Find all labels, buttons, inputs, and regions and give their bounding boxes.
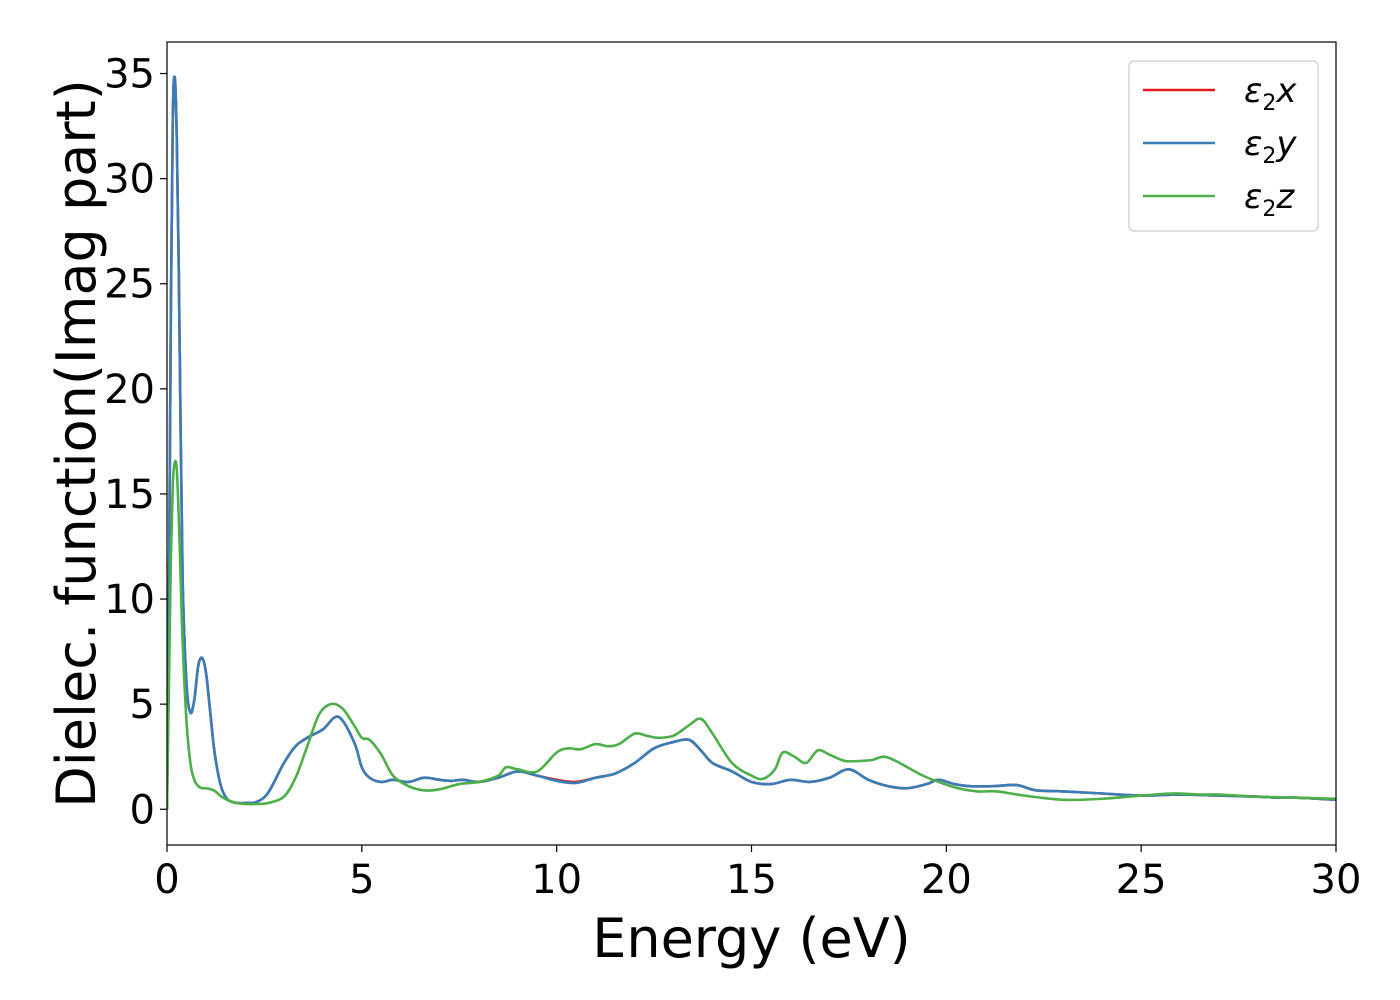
legend-label-subscript: 2 (1262, 197, 1276, 222)
y-tick-label: 10 (104, 577, 155, 623)
y-axis-label: Dielec. function(Imag part) (45, 79, 108, 808)
y-tick-label: 20 (104, 367, 155, 413)
legend-label-y: ε2y (1244, 124, 1297, 169)
x-axis-ticks: 0 5 10 15 20 25 30 (154, 845, 1361, 903)
x-tick-label: 15 (726, 857, 777, 903)
x-tick-label: 30 (1311, 857, 1362, 903)
x-tick-label: 5 (349, 857, 374, 903)
x-axis-label: Energy (eV) (592, 907, 911, 970)
legend-label-base: ε (1244, 177, 1262, 217)
x-tick-label: 25 (1116, 857, 1167, 903)
y-tick-label: 25 (104, 262, 155, 308)
series-layer (167, 75, 1336, 810)
legend-label-subscript: 2 (1262, 144, 1276, 169)
y-tick-label: 15 (104, 472, 155, 518)
y-tick-label: 0 (130, 787, 155, 833)
series-line-z (167, 459, 1336, 810)
x-tick-label: 10 (531, 857, 582, 903)
legend-label-subscript: 2 (1262, 91, 1276, 116)
legend-label-base: ε (1244, 124, 1262, 164)
legend-label-tail: y (1275, 124, 1297, 164)
legend-label-tail: z (1275, 177, 1295, 217)
legend-label-x: ε2x (1244, 71, 1297, 116)
legend-label-base: ε (1244, 71, 1262, 111)
legend-box (1128, 60, 1319, 232)
y-axis-ticks: 0 5 10 15 20 25 30 35 (104, 52, 167, 833)
y-tick-label: 30 (104, 157, 155, 203)
y-tick-label: 35 (104, 52, 155, 98)
x-tick-label: 20 (921, 857, 972, 903)
legend-label-tail: x (1275, 71, 1297, 111)
legend-label-z: ε2z (1244, 177, 1295, 222)
x-tick-label: 0 (154, 857, 179, 903)
series-line-y (167, 75, 1336, 810)
y-tick-label: 5 (130, 682, 155, 728)
